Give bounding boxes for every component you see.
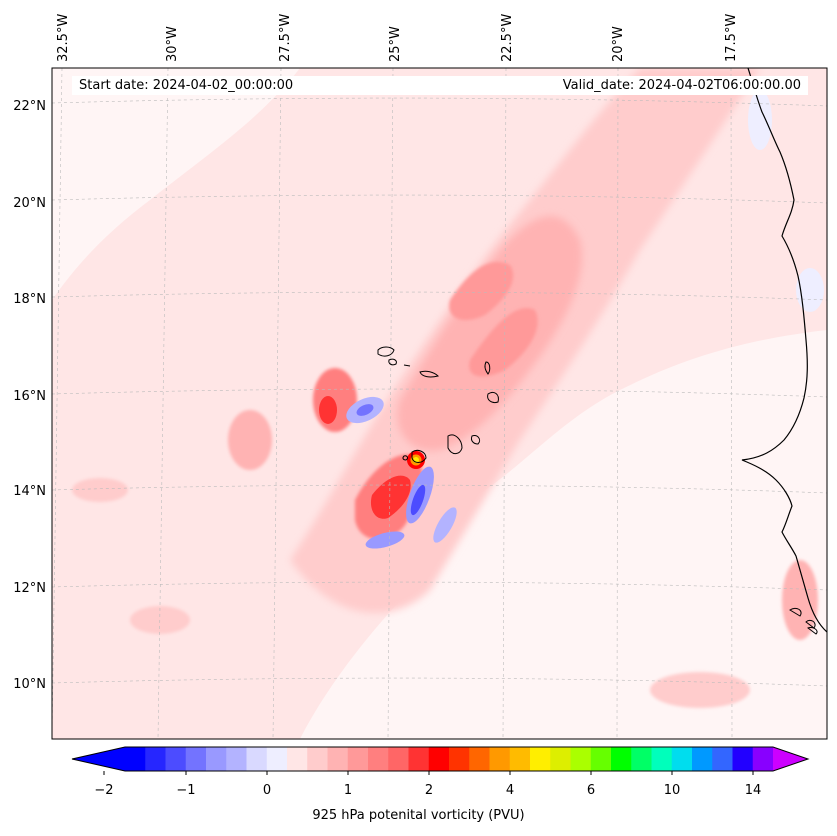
colorbar-tick-label: 6 [587,783,595,798]
lon-label: 25°W [388,26,403,62]
colorbar-swatch [145,747,166,771]
cape-verde-islands [377,346,499,463]
colorbar-tick-label: 10 [664,783,681,798]
colorbar-tick-label: 0 [263,783,271,798]
lat-label: 16°N [13,389,46,404]
colorbar-tick-label: 1 [344,783,352,798]
low-pv-region [300,330,827,739]
island-santo-antao [377,346,395,357]
graticule [52,68,827,739]
colorbar-swatch [712,747,733,771]
island-sao-nicolau [419,370,439,378]
colorbar-swatch [570,747,592,771]
colorbar-swatch [226,747,247,771]
pv-min-south [365,531,405,549]
lon-label: 30°W [165,26,180,62]
pv-blob [650,672,750,708]
pv-blob [72,478,128,502]
colorbar-swatch [368,747,389,771]
pv-min-east [748,90,772,150]
colorbar-swatch [408,747,430,771]
colorbar-swatch [651,747,673,771]
valid-date-label: Valid_date: 2024-04-02T06:00:00.00 [502,76,808,95]
colorbar-swatch [611,747,632,771]
colorbar-swatch [347,747,369,771]
colorbar-swatch [266,747,288,771]
colorbar-swatch [671,747,693,771]
lat-label: 22°N [13,99,46,114]
island-sal [484,361,491,375]
colorbar-swatch [428,747,450,771]
island-santa-luzia [403,364,411,367]
bijagos-islands [789,607,818,635]
colorbar-swatch [125,747,146,771]
island-brava [402,455,408,461]
lon-label: 17.5°W [724,14,739,62]
lat-labels: 22°N 20°N 18°N 16°N 14°N 12°N 10°N [13,99,46,692]
island-boa-vista [487,391,499,403]
pv-min-north-core [356,404,374,416]
colorbar-swatch [449,747,470,771]
pv-blob [228,410,272,470]
lon-labels: 32.5°W 30°W 27.5°W 25°W 22.5°W 20°W 17.5… [56,14,739,62]
colorbar-tick-label: 14 [745,783,762,798]
colorbar-swatch [327,747,349,771]
lon-label: 27.5°W [278,14,293,62]
colorbar-swatch [692,747,713,771]
lat-label: 14°N [13,484,46,499]
lon-label: 22.5°W [500,14,515,62]
colorbar-swatch [287,747,308,771]
pv-band-core-2 [469,308,538,377]
colorbar-tick-label: 2 [425,783,433,798]
pv-max-west [313,368,357,432]
island-sao-vicente [388,358,397,366]
coastline [741,68,827,633]
colorbar-extend-low [72,747,125,771]
pv-max-west-core [319,396,337,424]
island-fogo [411,449,427,463]
island-santiago [447,434,463,455]
lat-label: 12°N [13,581,46,596]
lat-label: 20°N [13,196,46,211]
colorbar [71,746,810,775]
colorbar-extend-high [773,747,808,771]
colorbar-swatch [590,747,612,771]
colorbar-swatch [165,747,187,771]
pv-min-south-2 [433,507,457,543]
colorbar-label: 925 hPa potenital vorticity (PVU) [312,808,525,823]
pv-min-center-core [410,484,426,516]
colorbar-swatch [509,747,531,771]
colorbar-swatch [185,747,207,771]
pv-max-south-core [370,475,411,519]
colorbar-tick-label: 4 [506,783,514,798]
colorbar-swatch [307,747,328,771]
colorbar-swatch [732,747,754,771]
map-frame [51,67,828,740]
lat-label: 18°N [13,292,46,307]
low-pv-region-north [52,68,300,300]
colorbar-swatch [489,747,511,771]
colorbar-tick-label: −1 [176,783,195,798]
colorbar-swatch [469,747,490,771]
lat-label: 10°N [13,677,46,692]
colorbar-outline [71,746,810,772]
pv-band-core [449,261,514,320]
lon-label: 20°W [611,26,626,62]
colorbar-swatch [631,747,652,771]
colorbar-swatch [530,747,551,771]
colorbar-swatch [388,747,409,771]
start-date-label: Start date: 2024-04-02_00:00:00 [72,76,502,95]
colorbar-swatch [246,747,268,771]
colorbar-swatch [206,747,227,771]
colorbar-ticks: −2 −1 0 1 2 4 6 10 14 [94,783,761,798]
african-coast [741,68,827,633]
colorbar-swatch [752,747,774,771]
pv-min-east-2 [796,268,824,312]
colorbar-tick-label: −2 [94,783,113,798]
island-maio [471,435,481,445]
colorbar-swatch [550,747,571,771]
lon-label: 32.5°W [56,14,71,62]
